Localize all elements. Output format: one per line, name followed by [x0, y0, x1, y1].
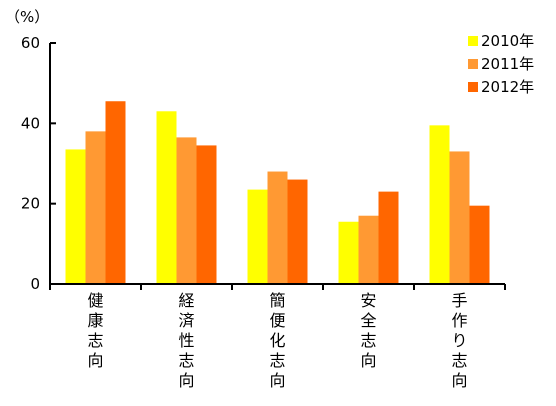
bar-1-2	[156, 111, 177, 285]
category-label: 手作り志向	[451, 291, 467, 390]
legend-label: 2011年	[481, 55, 534, 73]
bar-2-1	[85, 131, 106, 284]
bar-3-4	[378, 191, 399, 284]
plot-area: 0 20 40 60 健康志向 経済性志向 簡便化志向 安全志向 手作り志向	[21, 34, 506, 390]
bar-3-1	[105, 101, 126, 284]
bar-1-5	[429, 125, 450, 284]
bar-1-3	[247, 189, 268, 284]
bar-2-2	[176, 137, 197, 284]
legend-label: 2010年	[481, 32, 534, 50]
bar-2-5	[449, 151, 470, 284]
y-tick-label: 20	[21, 195, 40, 213]
category-label: 健康志向	[87, 291, 103, 370]
bar-3-2	[196, 145, 217, 284]
legend: 2010年 2011年 2012年	[468, 32, 534, 96]
category-label: 安全志向	[360, 291, 376, 370]
y-tick-label: 60	[21, 34, 40, 52]
y-tick-label: 0	[30, 275, 40, 293]
y-unit-label: （%）	[5, 8, 49, 26]
bar-1-1	[65, 149, 86, 284]
legend-label: 2012年	[481, 78, 534, 96]
legend-swatch	[468, 36, 478, 46]
bar-1-4	[338, 221, 359, 284]
y-tick-label: 40	[21, 114, 40, 132]
bar-2-4	[358, 215, 379, 284]
bar-3-3	[287, 179, 308, 284]
category-label: 簡便化志向	[269, 291, 285, 390]
category-label: 経済性志向	[178, 291, 194, 390]
bar-2-3	[267, 171, 288, 284]
legend-swatch	[468, 59, 478, 69]
bar-3-5	[469, 205, 490, 284]
legend-swatch	[468, 82, 478, 92]
